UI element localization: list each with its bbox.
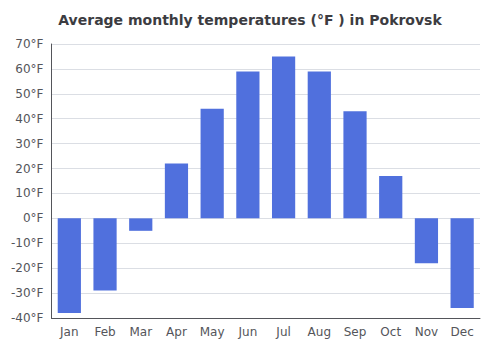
svg-text:-20°F: -20°F xyxy=(11,261,44,275)
svg-text:Aug: Aug xyxy=(308,325,331,339)
svg-text:Apr: Apr xyxy=(166,325,187,339)
svg-text:60°F: 60°F xyxy=(15,62,43,76)
svg-text:Oct: Oct xyxy=(380,325,401,339)
svg-text:40°F: 40°F xyxy=(15,112,43,126)
svg-text:10°F: 10°F xyxy=(15,186,43,200)
svg-text:Jun: Jun xyxy=(238,325,258,339)
svg-text:Jan: Jan xyxy=(59,325,79,339)
svg-text:Jul: Jul xyxy=(275,325,290,339)
svg-text:Dec: Dec xyxy=(451,325,474,339)
svg-text:50°F: 50°F xyxy=(15,87,43,101)
svg-text:Sep: Sep xyxy=(344,325,367,339)
svg-text:20°F: 20°F xyxy=(15,162,43,176)
svg-text:-40°F: -40°F xyxy=(11,311,44,325)
svg-text:70°F: 70°F xyxy=(15,37,43,51)
svg-text:-10°F: -10°F xyxy=(11,236,44,250)
svg-text:May: May xyxy=(200,325,225,339)
svg-text:0°F: 0°F xyxy=(23,211,44,225)
svg-text:Average monthly temperatures (: Average monthly temperatures (°F ) in Po… xyxy=(58,12,442,28)
svg-text:-30°F: -30°F xyxy=(11,286,44,300)
svg-text:Mar: Mar xyxy=(129,325,152,339)
svg-text:Feb: Feb xyxy=(94,325,115,339)
svg-text:Nov: Nov xyxy=(415,325,438,339)
svg-text:30°F: 30°F xyxy=(15,137,43,151)
